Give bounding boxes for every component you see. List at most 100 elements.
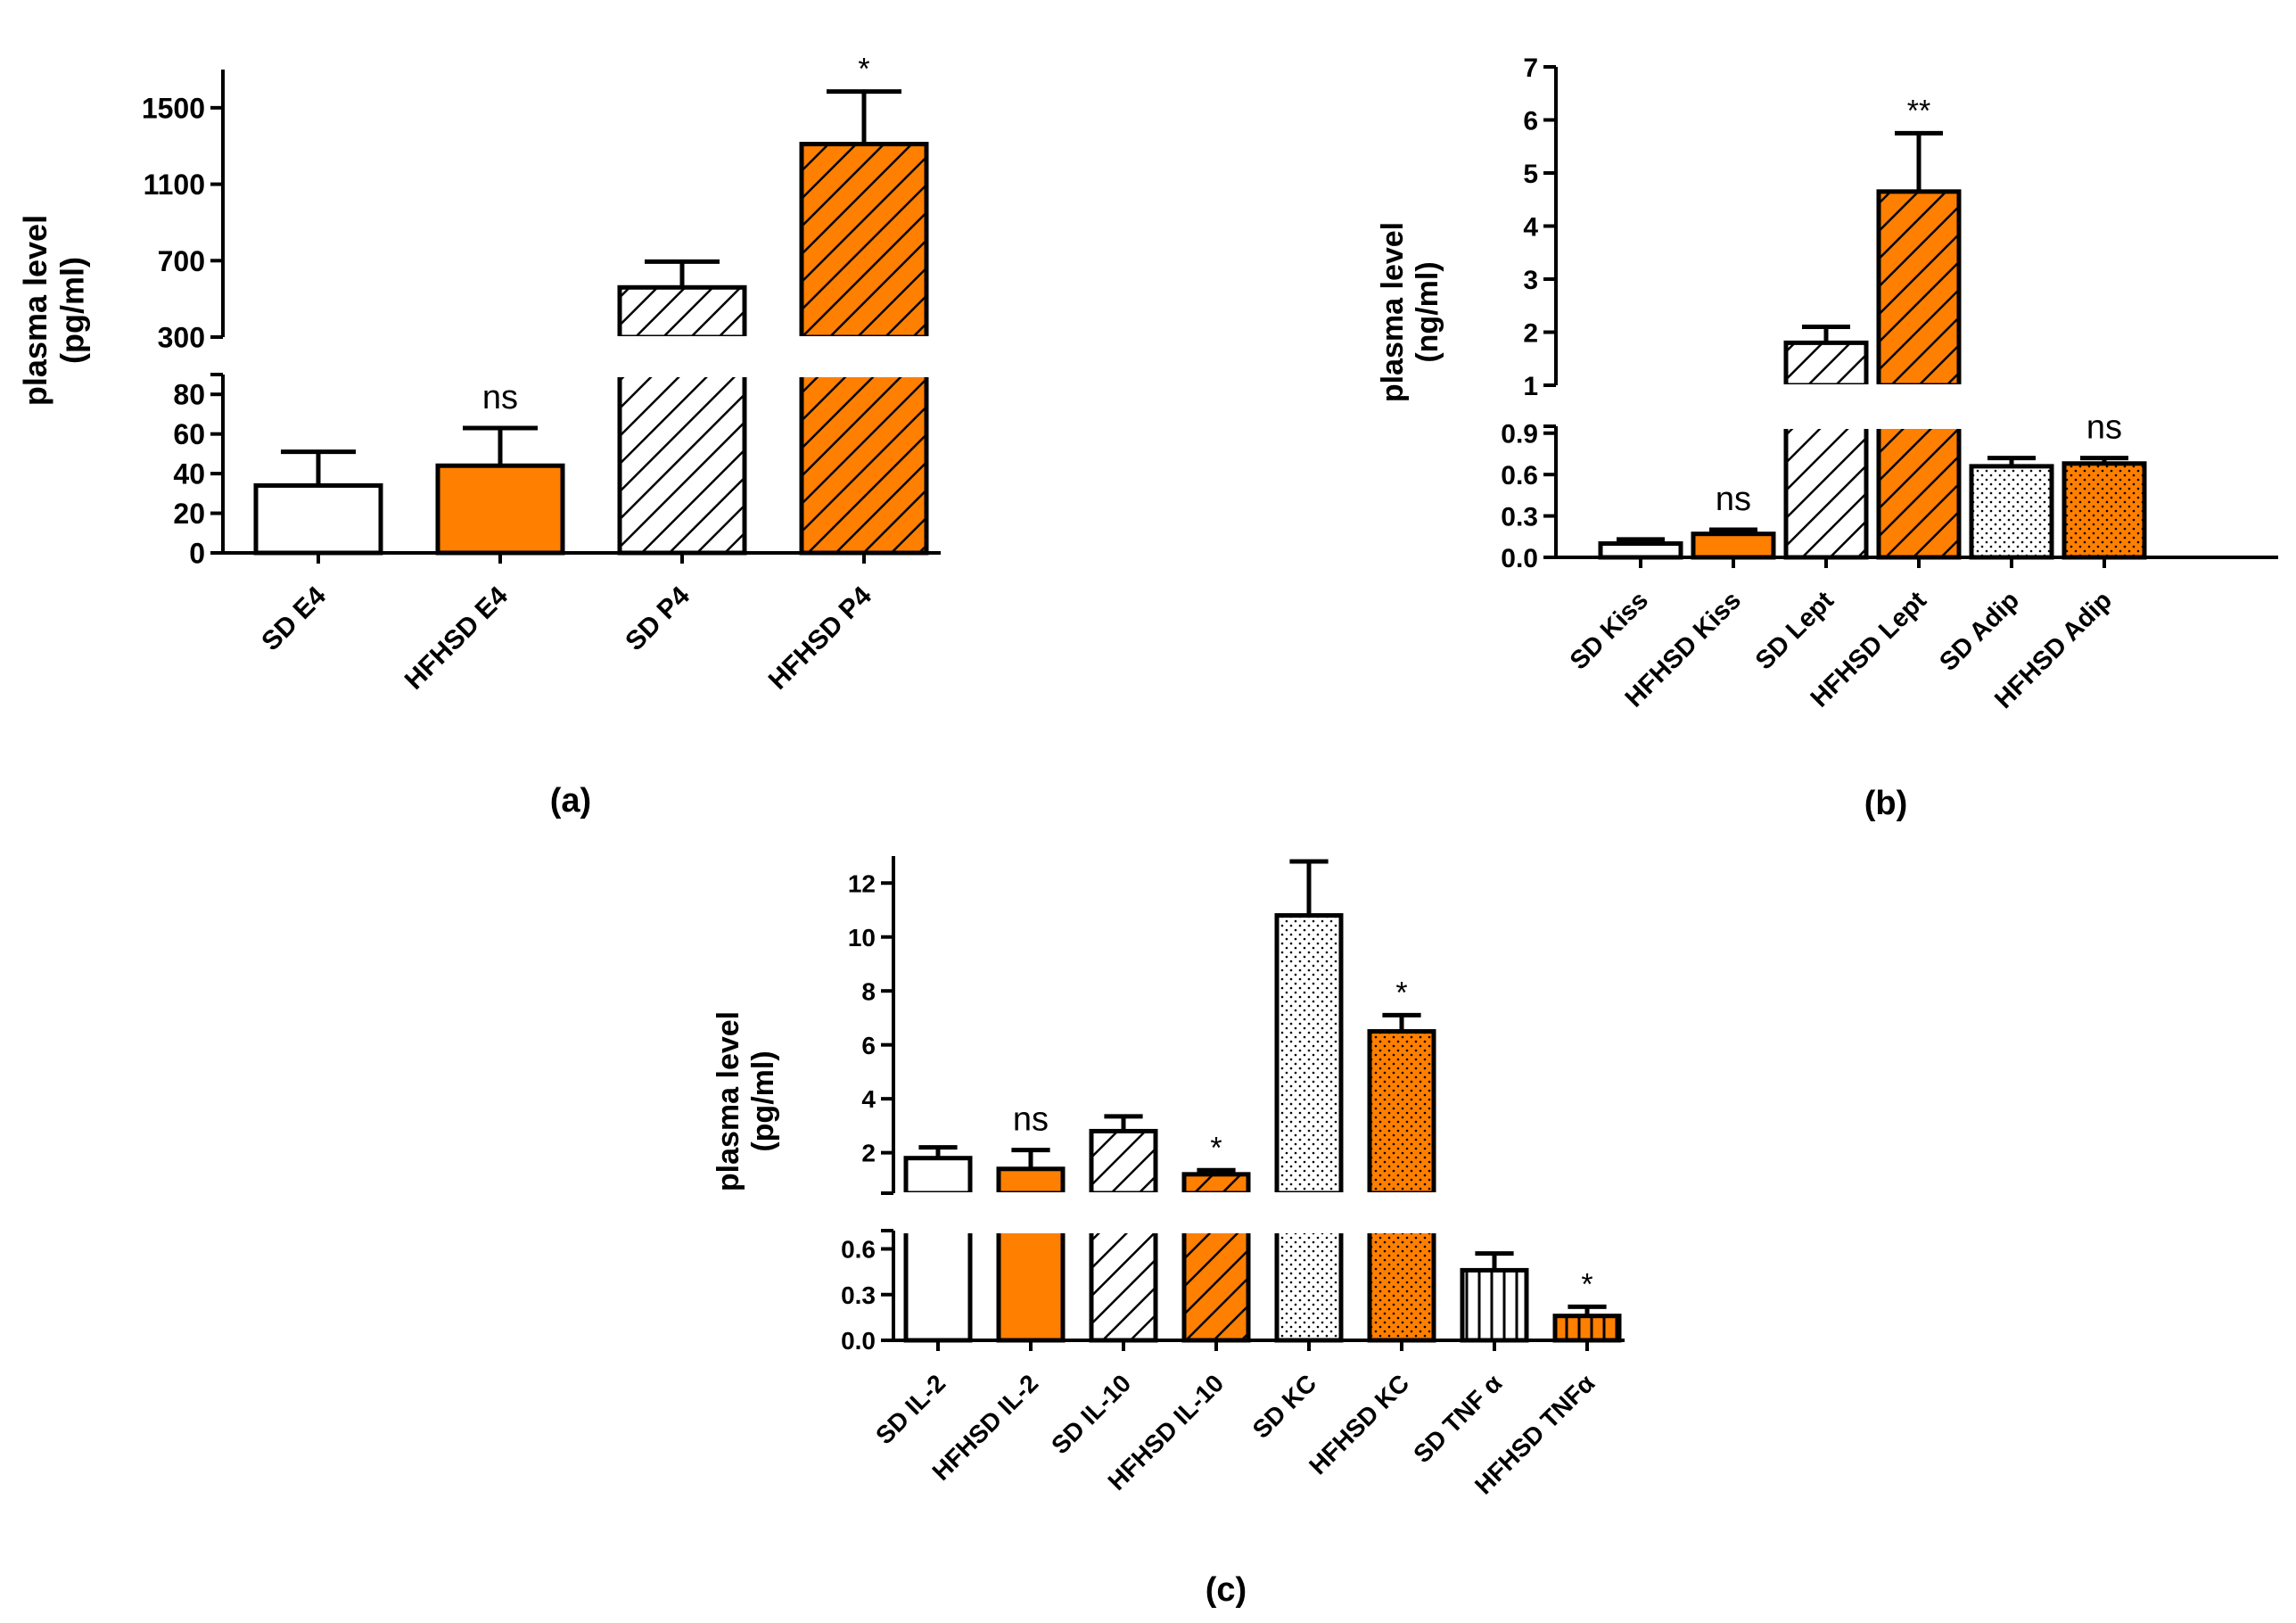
y-tick-label: 300	[158, 322, 205, 354]
bar-lower-segment	[996, 1228, 1066, 1343]
axis-break-gap	[1366, 1192, 1437, 1233]
y-tick-label: 0.0	[1501, 544, 1538, 573]
bar-upper-segment	[1367, 1029, 1436, 1196]
y-axis-title: plasma level(ng/ml)	[1376, 222, 1444, 402]
significance-label: ns	[482, 379, 518, 416]
bar-lower-segment	[799, 372, 929, 556]
significance-label: ns	[2086, 409, 2122, 447]
category-label: SD IL-2	[870, 1369, 950, 1449]
bar-upper-segment	[1181, 1172, 1251, 1196]
bar	[435, 463, 565, 556]
category-label: SD KC	[1247, 1369, 1322, 1444]
category-label: SD Adip	[1934, 586, 2025, 677]
category-label: HFHSD E4	[399, 581, 514, 695]
y-tick-label: 2	[1523, 318, 1538, 348]
significance-label: *	[1581, 1267, 1592, 1301]
category-label: SD P4	[620, 581, 695, 656]
y-axis-title-line: plasma level	[17, 215, 53, 406]
category-label: SD E4	[256, 581, 332, 656]
significance-label: *	[1210, 1131, 1222, 1165]
bar	[1460, 1267, 1529, 1343]
y-tick-label: 2	[861, 1140, 876, 1167]
y-axis-title-line: plasma level	[1376, 222, 1410, 402]
y-axis-title: plasma level(pg/ml)	[712, 1011, 780, 1191]
bar	[1552, 1314, 1622, 1343]
axis-break-gap	[616, 336, 748, 377]
y-tick-label: 7	[1523, 54, 1538, 83]
bar-lower-segment	[1783, 424, 1869, 560]
y-tick-label: 5	[1523, 160, 1538, 189]
y-tick-label: 0.0	[841, 1327, 876, 1355]
bar-lower-segment	[1274, 1228, 1344, 1343]
significance-label: **	[1907, 94, 1930, 128]
y-tick-label: 1	[1523, 372, 1538, 401]
bar	[2061, 461, 2147, 560]
bar	[1691, 531, 1776, 560]
y-tick-label: 80	[173, 379, 205, 411]
significance-label: *	[1395, 976, 1407, 1009]
bar-lower-segment	[1181, 1228, 1251, 1343]
y-tick-label: 0.6	[841, 1236, 876, 1264]
bar-lower-segment	[617, 372, 747, 556]
bar	[1598, 541, 1683, 560]
category-label: SD Kiss	[1565, 586, 1654, 675]
y-tick-label: 4	[861, 1085, 876, 1113]
panel-label: (c)	[1206, 1571, 1247, 1609]
bar-upper-segment	[996, 1166, 1066, 1196]
axis-break-gap	[902, 1192, 974, 1233]
category-label: HFHSD KC	[1304, 1369, 1414, 1479]
y-tick-label: 3	[1523, 266, 1538, 295]
bar-upper-segment	[1876, 189, 1962, 388]
y-tick-label: 0.6	[1501, 461, 1538, 490]
y-tick-label: 10	[848, 924, 876, 952]
bar	[253, 482, 383, 556]
category-label: HFHSD P4	[763, 581, 877, 695]
bar-upper-segment	[799, 142, 929, 340]
y-tick-label: 4	[1523, 212, 1538, 242]
y-axis-title-line: (pg/ml)	[746, 1050, 780, 1151]
axis-break-gap	[1782, 384, 1870, 429]
category-label: SD TNF α	[1408, 1369, 1507, 1468]
bar-upper-segment	[1783, 340, 1869, 388]
y-tick-label: 40	[173, 458, 205, 490]
y-axis-title-line: (ng/ml)	[1411, 261, 1444, 362]
category-label: SD Lept	[1750, 586, 1839, 675]
category-label: SD IL-10	[1046, 1369, 1136, 1459]
significance-label: *	[858, 53, 869, 87]
y-tick-label: 60	[173, 418, 205, 450]
y-tick-label: 1500	[142, 92, 205, 124]
panel-label: (a)	[550, 782, 591, 820]
y-tick-label: 1100	[144, 169, 205, 201]
bar-upper-segment	[1089, 1128, 1158, 1196]
chart-panel-a: SD E4 ns HFHSD E4 SD P4 * HFHSD P4 0 20 40 60 80 30…	[17, 53, 941, 820]
y-axis-title-line: (pg/ml)	[53, 257, 90, 364]
y-tick-label: 8	[861, 977, 876, 1005]
bar-lower-segment	[1089, 1228, 1158, 1343]
axis-break-gap	[995, 1192, 1066, 1233]
bar-upper-segment	[903, 1156, 973, 1196]
y-tick-label: 12	[848, 869, 876, 897]
axis-break-gap	[1088, 1192, 1159, 1233]
axis-break-gap	[1181, 1192, 1252, 1233]
y-axis-title-line: plasma level	[712, 1011, 745, 1191]
bar-lower-segment	[903, 1228, 973, 1343]
significance-label: ns	[1013, 1101, 1049, 1139]
y-tick-label: 700	[158, 245, 205, 277]
y-axis-title: plasma level(pg/ml)	[17, 215, 90, 406]
y-tick-label: 0.3	[841, 1281, 876, 1309]
bar-lower-segment	[1367, 1228, 1436, 1343]
axis-break-gap	[1273, 1192, 1345, 1233]
y-tick-label: 6	[861, 1032, 876, 1059]
y-tick-label: 20	[173, 498, 205, 530]
panel-label: (b)	[1864, 785, 1908, 822]
y-tick-label: 0.3	[1501, 502, 1538, 531]
axis-break-gap	[798, 336, 930, 377]
y-tick-label: 0.9	[1501, 420, 1538, 449]
bar-upper-segment	[1274, 913, 1344, 1196]
bar-lower-segment	[1876, 424, 1962, 560]
y-tick-label: 6	[1523, 106, 1538, 136]
bar-upper-segment	[617, 284, 747, 340]
